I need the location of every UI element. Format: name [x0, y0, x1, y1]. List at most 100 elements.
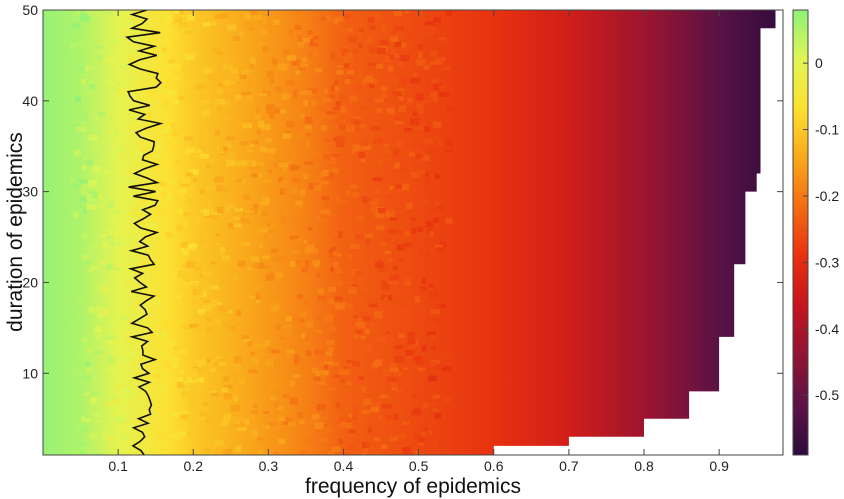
zero-contour-line — [125, 10, 164, 455]
texture-cell — [227, 56, 237, 62]
texture-cell — [280, 220, 287, 225]
texture-cell — [118, 414, 126, 420]
texture-cell — [320, 209, 331, 216]
texture-cell — [78, 196, 87, 203]
texture-cell — [374, 98, 384, 103]
texture-cell — [381, 25, 387, 32]
texture-cell — [427, 331, 437, 337]
texture-cell — [320, 374, 326, 381]
texture-cell — [127, 444, 135, 448]
texture-cell — [222, 231, 231, 238]
texture-cell — [192, 282, 199, 289]
texture-cell — [434, 244, 444, 249]
texture-cell — [432, 394, 441, 399]
texture-cell — [177, 270, 188, 278]
texture-cell — [304, 116, 314, 124]
texture-cell — [130, 360, 137, 366]
texture-cell — [307, 88, 318, 94]
texture-cell — [127, 273, 131, 280]
texture-cell — [398, 333, 405, 338]
texture-cell — [333, 85, 339, 91]
texture-cell — [81, 122, 86, 129]
texture-cell — [298, 285, 308, 289]
texture-cell — [330, 362, 340, 366]
texture-cell — [333, 17, 339, 25]
texture-cell — [366, 299, 376, 304]
texture-cell — [194, 267, 201, 272]
texture-cell — [146, 152, 153, 160]
texture-cell — [70, 324, 76, 330]
texture-cell — [248, 369, 258, 374]
texture-cell — [334, 253, 342, 257]
texture-cell — [119, 64, 129, 69]
texture-cell — [112, 398, 120, 405]
texture-cell — [432, 96, 437, 103]
texture-cell — [82, 376, 91, 381]
texture-cell — [307, 388, 316, 393]
texture-cell — [131, 356, 140, 363]
texture-cell — [119, 316, 127, 321]
texture-cell — [387, 194, 393, 202]
texture-cell — [151, 332, 158, 339]
texture-cell — [224, 93, 230, 97]
texture-cell — [438, 303, 446, 308]
texture-cell — [299, 450, 309, 455]
texture-cell — [422, 198, 428, 203]
texture-cell — [165, 130, 174, 136]
texture-cell — [258, 244, 263, 248]
texture-cell — [71, 450, 77, 455]
texture-cell — [414, 432, 422, 439]
texture-cell — [304, 248, 314, 253]
texture-cell — [121, 161, 128, 164]
texture-cell — [325, 351, 333, 356]
texture-cell — [294, 354, 299, 361]
texture-cell — [383, 237, 392, 243]
texture-cell — [113, 209, 122, 214]
texture-cell — [289, 165, 300, 171]
texture-cell — [266, 314, 275, 320]
texture-cell — [243, 194, 251, 201]
texture-cell — [361, 140, 368, 147]
texture-cell — [297, 134, 306, 139]
texture-cell — [121, 267, 130, 274]
texture-cell — [220, 277, 226, 285]
texture-cell — [108, 358, 115, 364]
texture-cell — [332, 168, 339, 173]
texture-cell — [331, 446, 341, 452]
texture-cell — [110, 130, 119, 136]
texture-cell — [235, 421, 241, 425]
texture-cell — [347, 36, 358, 43]
texture-cell — [425, 221, 434, 228]
texture-cell — [199, 134, 204, 141]
texture-cell — [161, 47, 167, 52]
texture-cell — [184, 282, 190, 286]
texture-cell — [84, 10, 95, 14]
texture-cell — [334, 302, 345, 310]
texture-cell — [242, 70, 250, 74]
texture-cell — [226, 136, 236, 141]
texture-cell — [299, 63, 308, 68]
texture-cell — [300, 189, 305, 196]
texture-cell — [315, 67, 323, 73]
texture-cell — [161, 384, 170, 390]
texture-cell — [385, 415, 394, 420]
texture-cell — [283, 48, 290, 56]
texture-cell — [443, 397, 451, 404]
texture-cell — [319, 181, 329, 185]
texture-cell — [339, 48, 348, 53]
texture-cell — [159, 182, 166, 187]
texture-cell — [372, 406, 380, 413]
texture-cell — [257, 344, 267, 349]
texture-cell — [431, 291, 437, 298]
texture-cell — [254, 343, 261, 347]
texture-cell — [328, 286, 337, 293]
texture-cell — [381, 404, 392, 409]
texture-cell — [239, 74, 247, 79]
texture-cell — [425, 26, 436, 34]
texture-cell — [256, 211, 266, 215]
texture-cell — [181, 281, 186, 286]
texture-cell — [196, 415, 206, 421]
texture-cell — [278, 333, 288, 338]
texture-cell — [331, 331, 341, 335]
texture-cell — [210, 261, 217, 265]
